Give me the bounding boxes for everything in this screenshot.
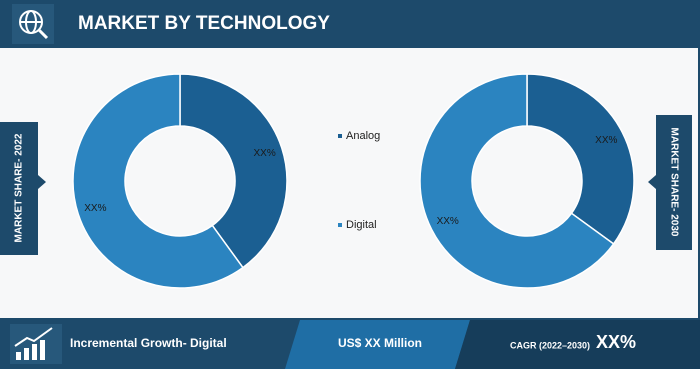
- growth-label: Incremental Growth- Digital: [70, 336, 227, 350]
- slice-label: XX%: [595, 135, 617, 146]
- cagr-value: XX%: [596, 332, 636, 352]
- slice: [419, 73, 615, 289]
- legend-marker: [338, 134, 342, 138]
- right-tab: MARKET SHARE- 2030: [648, 115, 692, 250]
- left-tab: MARKET SHARE- 2022: [0, 122, 46, 255]
- footer: Incremental Growth- Digital US$ XX Milli…: [0, 318, 700, 369]
- slice: [526, 73, 635, 245]
- right-border: [698, 48, 700, 318]
- slice-label: XX%: [254, 148, 276, 159]
- legend-label: Digital: [346, 219, 377, 231]
- header-icon: [12, 4, 54, 44]
- header-bar: [0, 0, 700, 48]
- chart-title: MARKET SHARE- 2030: [668, 128, 679, 237]
- slice-label: XX%: [84, 203, 106, 214]
- cagr-label: CAGR (2022–2030): [510, 340, 590, 350]
- slice-label: XX%: [437, 216, 459, 227]
- slice: [72, 73, 244, 289]
- slice: [179, 73, 288, 269]
- legend-marker: [338, 223, 342, 227]
- chart-title: MARKET SHARE- 2022: [14, 133, 25, 242]
- title: MARKET BY TECHNOLOGY: [78, 13, 330, 34]
- market-size: US$ XX Million: [338, 336, 422, 350]
- legend-label: Analog: [346, 130, 380, 142]
